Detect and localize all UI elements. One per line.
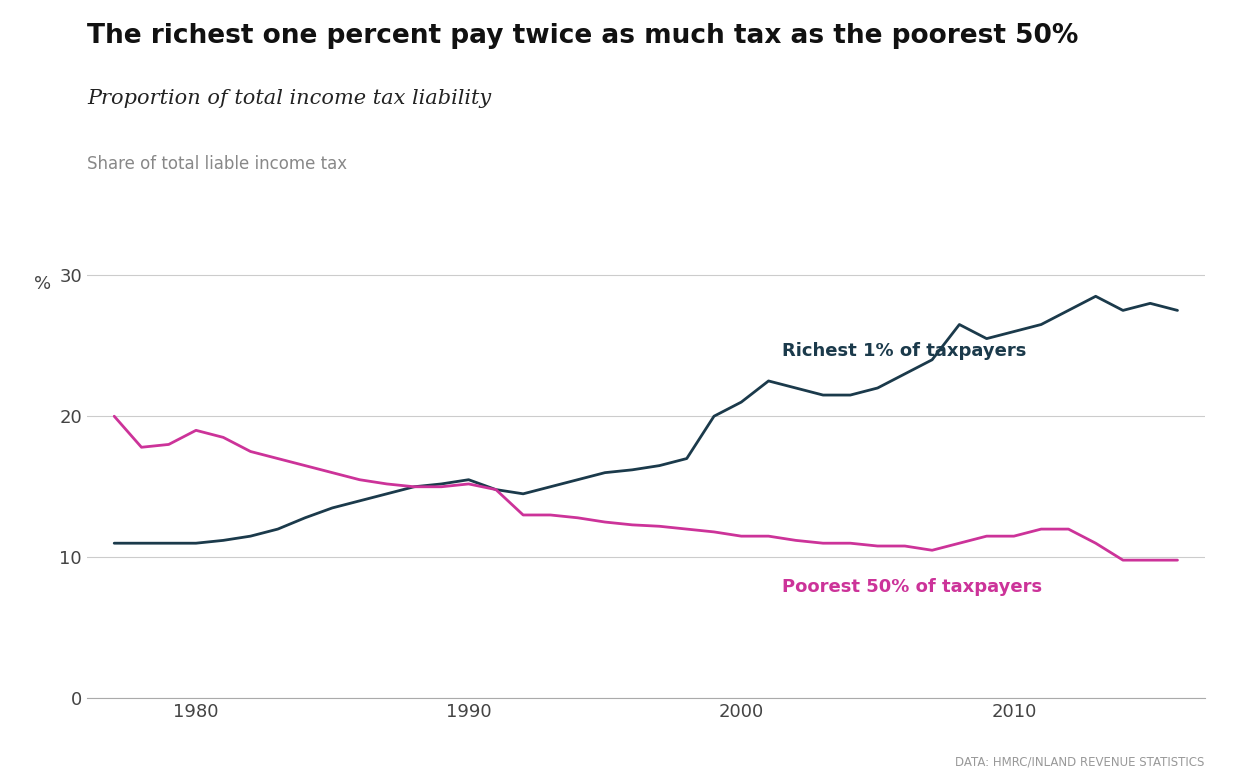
Text: Richest 1% of taxpayers: Richest 1% of taxpayers [782,341,1027,360]
Text: %: % [34,275,51,293]
Text: Proportion of total income tax liability: Proportion of total income tax liability [87,89,491,108]
Text: Poorest 50% of taxpayers: Poorest 50% of taxpayers [782,578,1042,597]
Text: Share of total liable income tax: Share of total liable income tax [87,155,347,173]
Text: The richest one percent pay twice as much tax as the poorest 50%: The richest one percent pay twice as muc… [87,23,1078,50]
Text: DATA: HMRC/INLAND REVENUE STATISTICS: DATA: HMRC/INLAND REVENUE STATISTICS [955,755,1205,768]
